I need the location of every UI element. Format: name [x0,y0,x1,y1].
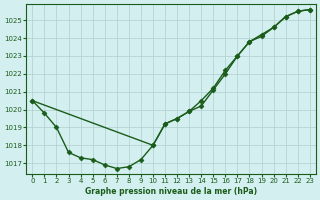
X-axis label: Graphe pression niveau de la mer (hPa): Graphe pression niveau de la mer (hPa) [85,187,257,196]
